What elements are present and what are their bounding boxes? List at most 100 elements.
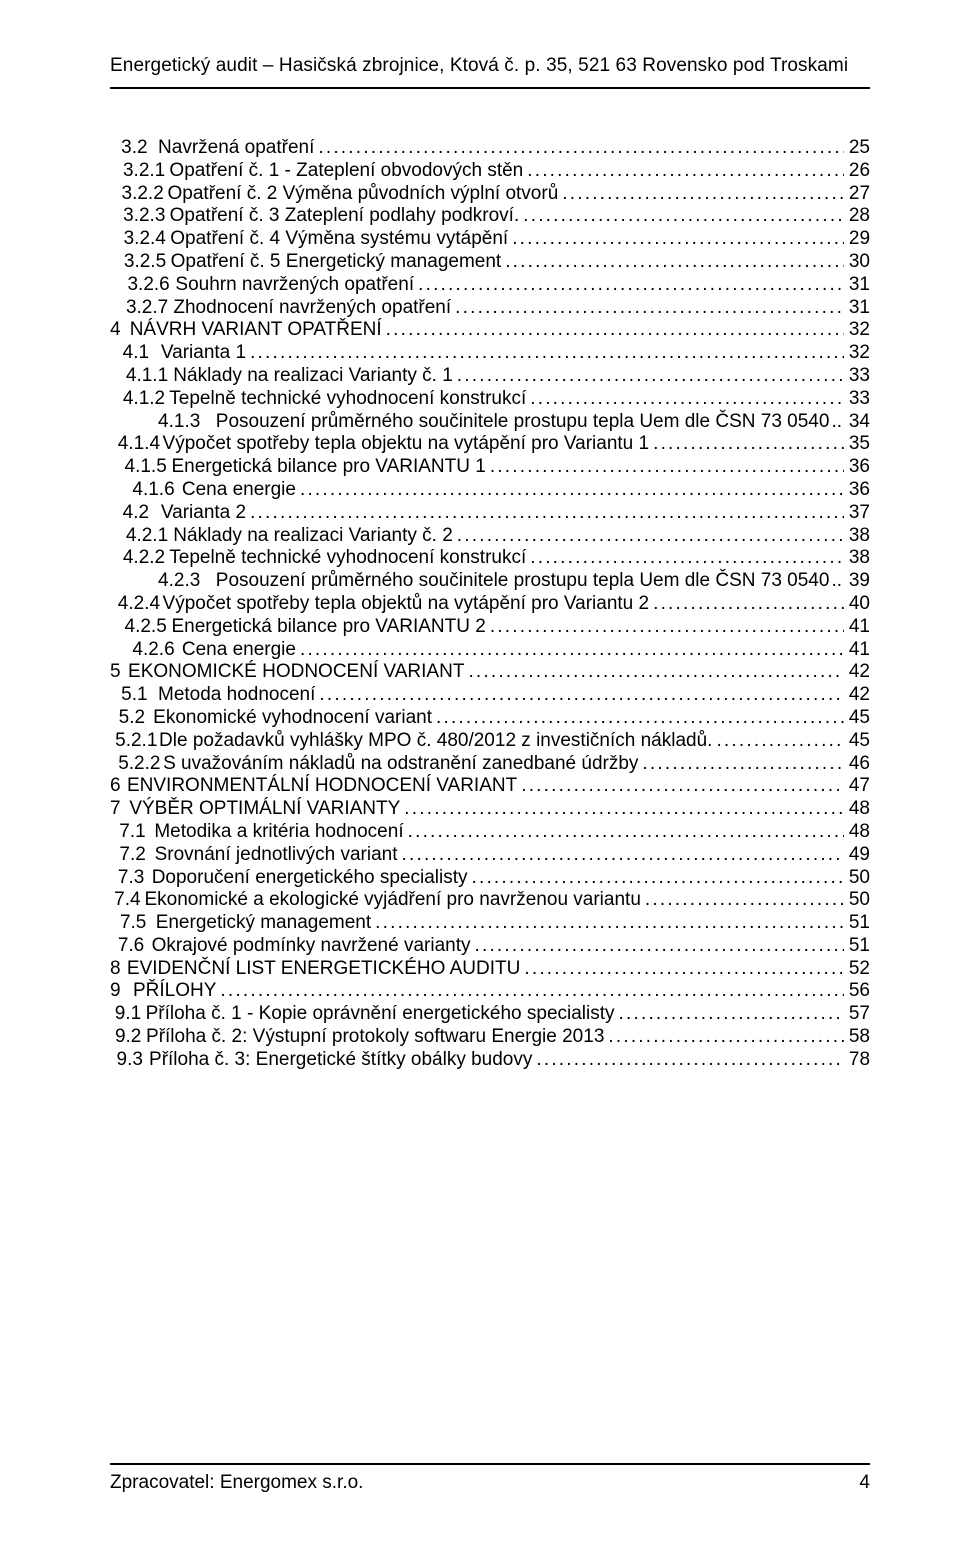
toc-leader-dots: ........................................… — [471, 935, 844, 957]
toc-row: 4.1Varianta 1...........................… — [110, 342, 870, 364]
toc-leader-dots: ........................................… — [558, 183, 844, 205]
toc-row: 8EVIDENČNÍ LIST ENERGETICKÉHO AUDITU....… — [110, 958, 870, 980]
toc-leader-dots: ........................................… — [712, 730, 844, 752]
toc-leader-dots: ........................................… — [464, 661, 844, 683]
toc-leader-dots: ........................................… — [638, 753, 844, 775]
toc-number: 6 — [110, 775, 121, 797]
toc-page: 78 — [844, 1049, 870, 1071]
toc-title: Metodika a kritéria hodnocení — [154, 821, 403, 843]
toc-page: 37 — [844, 502, 870, 524]
toc-leader-dots: ........................................… — [520, 958, 844, 980]
toc-row: 7.4Ekonomické a ekologické vyjádření pro… — [110, 889, 870, 911]
toc-page: 36 — [844, 456, 870, 478]
toc-title: Energetický management — [156, 912, 371, 934]
toc-leader-dots: ........................................… — [486, 616, 844, 638]
toc-leader-dots: ........................................… — [519, 205, 844, 227]
toc-number: 5.2.1 — [115, 730, 157, 752]
toc-title: Doporučení energetického specialisty — [152, 867, 468, 889]
toc-title: Srovnání jednotlivých variant — [155, 844, 398, 866]
toc-number: 4.1.5 — [125, 456, 167, 478]
toc-number: 3.2.3 — [123, 205, 165, 227]
toc-row: 4.2.1Náklady na realizaci Varianty č. 2.… — [110, 525, 870, 547]
toc-page: 27 — [844, 183, 870, 205]
toc-row: 3.2.1Opatření č. 1 - Zateplení obvodovýc… — [110, 160, 870, 182]
toc-title: Tepelně technické vyhodnocení konstrukcí — [169, 547, 526, 569]
toc-leader-dots: ........................................… — [315, 684, 844, 706]
toc-number: 7.6 — [118, 935, 144, 957]
toc-number: 5.1 — [121, 684, 147, 706]
toc-row: 4.2.2Tepelně technické vyhodnocení konst… — [110, 547, 870, 569]
toc-page: 58 — [844, 1026, 870, 1048]
toc-title: EKONOMICKÉ HODNOCENÍ VARIANT — [128, 661, 464, 683]
toc-leader-dots: ........................................… — [604, 1026, 844, 1048]
toc-number: 7.2 — [119, 844, 145, 866]
toc-title: Tepelně technické vyhodnocení konstrukcí — [169, 388, 526, 410]
toc-leader-dots: ........................................… — [432, 707, 844, 729]
toc-number: 4.1.6 — [132, 479, 174, 501]
footer-page-number: 4 — [859, 1472, 870, 1494]
toc-row: 3.2Navržená opatření....................… — [110, 137, 870, 159]
toc-title: Opatření č. 3 Zateplení podlahy podkroví… — [170, 205, 520, 227]
toc-title: S uvažováním nákladů na odstranění zaned… — [163, 753, 638, 775]
toc-leader-dots: ........................................… — [453, 365, 844, 387]
toc-leader-dots: ........................................… — [414, 274, 844, 296]
toc-leader-dots: ........................................… — [649, 433, 844, 455]
toc-page: 52 — [844, 958, 870, 980]
toc-number: 7.4 — [114, 889, 140, 911]
toc-title: Energetická bilance pro VARIANTU 2 — [171, 616, 485, 638]
toc-page: 47 — [844, 775, 870, 797]
toc-row: 3.2.7Zhodnocení navržených opatření.....… — [110, 297, 870, 319]
toc-title: PŘÍLOHY — [133, 980, 216, 1002]
toc-title: Cena energie — [182, 479, 296, 501]
toc-row: 4.1.5Energetická bilance pro VARIANTU 1.… — [110, 456, 870, 478]
toc-title: Cena energie — [182, 639, 296, 661]
toc-page: 48 — [844, 821, 870, 843]
toc-leader-dots: ........................................… — [508, 228, 844, 250]
toc-page: 26 — [844, 160, 870, 182]
toc-leader-dots: ........................................… — [246, 502, 844, 524]
toc-number: 4.2.6 — [132, 639, 174, 661]
toc-leader-dots: ........................................… — [526, 388, 844, 410]
toc-title: Varianta 1 — [161, 342, 246, 364]
toc-number: 3.2.1 — [123, 160, 165, 182]
toc-leader-dots: ........................................… — [404, 821, 844, 843]
toc-leader-dots: ........................................… — [641, 889, 844, 911]
toc-leader-dots: ........................................… — [400, 798, 844, 820]
toc-page: 45 — [844, 730, 870, 752]
toc-page: 36 — [844, 479, 870, 501]
toc-leader-dots: ........................................… — [314, 137, 844, 159]
toc-title: ENVIRONMENTÁLNÍ HODNOCENÍ VARIANT — [127, 775, 517, 797]
toc-title: Varianta 2 — [161, 502, 246, 524]
toc-row: 6ENVIRONMENTÁLNÍ HODNOCENÍ VARIANT......… — [110, 775, 870, 797]
toc-number: 4.2.4 — [118, 593, 160, 615]
toc-number: 4.1 — [123, 342, 149, 364]
toc-row: 7.5Energetický management...............… — [110, 912, 870, 934]
toc-page: 30 — [844, 251, 870, 273]
toc-number: 7.5 — [120, 912, 146, 934]
toc-page: 51 — [844, 912, 870, 934]
toc-number: 3.2.5 — [124, 251, 166, 273]
toc-row: 5EKONOMICKÉ HODNOCENÍ VARIANT...........… — [110, 661, 870, 683]
toc-title: Ekonomické a ekologické vyjádření pro na… — [145, 889, 641, 911]
toc-page: 31 — [844, 297, 870, 319]
page-footer: Zpracovatel: Energomex s.r.o. 4 — [110, 1463, 870, 1494]
toc-page: 33 — [844, 365, 870, 387]
toc-page: 45 — [844, 707, 870, 729]
toc-title: VÝBĚR OPTIMÁLNÍ VARIANTY — [129, 798, 400, 820]
toc-number: 4.1.2 — [123, 388, 165, 410]
toc-page: 46 — [844, 753, 870, 775]
toc-leader-dots: ........................................… — [615, 1003, 844, 1025]
toc-number: 9 — [110, 980, 121, 1002]
toc-page: 29 — [844, 228, 870, 250]
toc-title: Navržená opatření — [158, 137, 314, 159]
page: Energetický audit – Hasičská zbrojnice, … — [0, 0, 960, 1552]
toc-leader-dots: ........................................… — [523, 160, 844, 182]
toc-page: 57 — [844, 1003, 870, 1025]
toc-leader-dots: ........................................… — [486, 456, 844, 478]
toc-leader-dots: .. — [829, 570, 844, 592]
toc-page: 33 — [844, 388, 870, 410]
toc-page: 25 — [844, 137, 870, 159]
toc-number: 9.2 — [115, 1026, 141, 1048]
toc-number: 7.3 — [118, 867, 144, 889]
toc-row: 4.1.2Tepelně technické vyhodnocení konst… — [110, 388, 870, 410]
